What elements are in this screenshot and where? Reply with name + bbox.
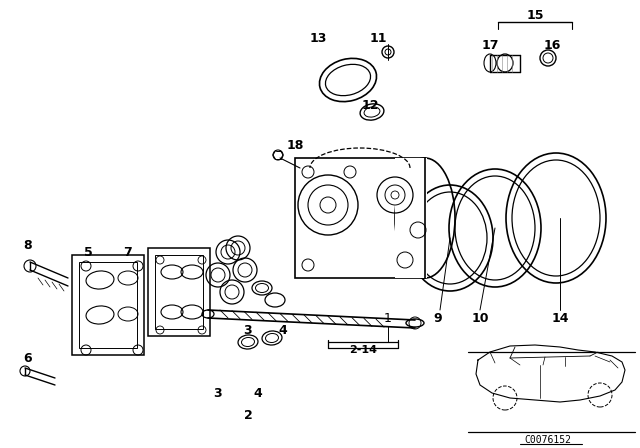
Text: C0076152: C0076152: [525, 435, 572, 445]
Text: 12: 12: [361, 99, 379, 112]
Text: 3: 3: [214, 387, 222, 400]
Bar: [79, 262, 137, 348]
Text: 9: 9: [434, 311, 442, 324]
Bar: [72, 255, 144, 355]
Text: 18: 18: [286, 138, 304, 151]
Text: 6: 6: [24, 352, 32, 365]
Text: 10: 10: [471, 311, 489, 324]
Text: 4: 4: [253, 387, 262, 400]
Bar: [155, 255, 203, 329]
Text: 14: 14: [551, 311, 569, 324]
Text: 4: 4: [278, 323, 287, 336]
Bar: [395, 158, 427, 278]
Text: 11: 11: [369, 31, 387, 44]
Text: 8: 8: [24, 238, 32, 251]
Text: 2: 2: [244, 409, 252, 422]
Text: 15: 15: [526, 9, 544, 22]
Text: 3: 3: [244, 323, 252, 336]
Bar: [148, 248, 210, 336]
Text: 5: 5: [84, 246, 92, 258]
Bar: [295, 158, 425, 278]
Text: 16: 16: [543, 39, 561, 52]
Text: 2-14: 2-14: [349, 345, 377, 355]
Text: 17: 17: [481, 39, 499, 52]
Text: 1: 1: [384, 311, 392, 324]
Text: 13: 13: [309, 31, 326, 44]
Text: 7: 7: [124, 246, 132, 258]
